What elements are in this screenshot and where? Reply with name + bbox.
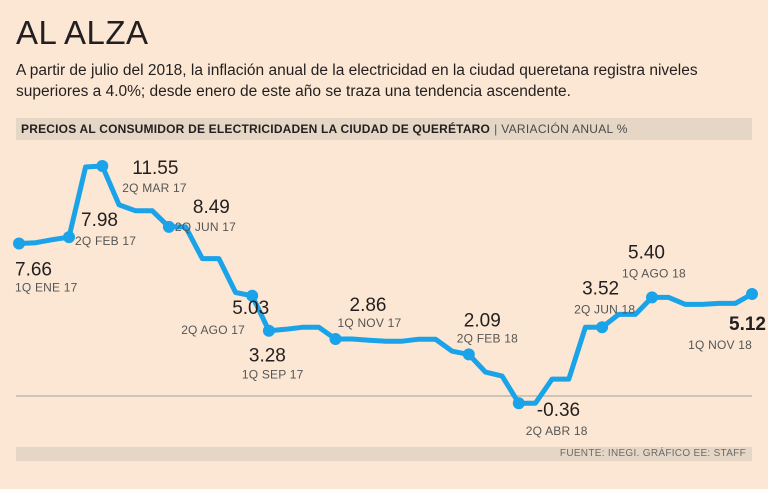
data-label-value: 11.55 <box>132 158 178 179</box>
chart-subtitle: A partir de julio del 2018, la inflación… <box>16 62 698 100</box>
footer-bar: FUENTE: INEGI. GRÁFICO EE: STAFF <box>16 447 752 461</box>
data-label-period: 1Q NOV 18 <box>688 338 752 352</box>
data-label-value: 8.49 <box>193 197 230 218</box>
data-label-period: 2Q FEB 18 <box>457 331 518 345</box>
data-point <box>96 160 109 172</box>
data-label-period: 2Q JUN 17 <box>175 220 236 234</box>
data-point <box>329 333 342 345</box>
data-label-period: 1Q SEP 17 <box>242 368 304 382</box>
data-label-period: 2Q ABR 18 <box>526 424 588 438</box>
chart-header-title: PRECIOS AL CONSUMIDOR DE ELECTRICIDADEN … <box>21 122 491 136</box>
data-label-value: 2.09 <box>464 310 501 331</box>
data-label-period: 1Q AGO 18 <box>622 266 686 280</box>
data-point <box>596 321 609 334</box>
data-label-value: 7.66 <box>15 260 52 281</box>
chart-title: AL ALZA <box>16 14 149 51</box>
data-point <box>246 289 259 302</box>
data-point <box>462 348 475 361</box>
data-point <box>63 231 75 244</box>
chart-header: PRECIOS AL CONSUMIDOR DE ELECTRICIDADEN … <box>21 122 628 136</box>
data-label-period: 2Q FEB 17 <box>75 234 136 248</box>
data-label-value: 7.98 <box>81 210 118 231</box>
data-label-value: 3.28 <box>249 346 286 367</box>
header-separator: | <box>494 122 498 136</box>
data-label-value: 5.40 <box>628 242 665 263</box>
data-point <box>646 291 658 304</box>
data-label-value: -0.36 <box>537 400 580 421</box>
data-label-period: 2Q AGO 17 <box>181 323 245 337</box>
data-label-period: 2Q MAR 17 <box>122 181 187 195</box>
data-point <box>512 397 525 410</box>
data-label-value: 3.52 <box>582 278 619 299</box>
data-point <box>262 324 275 337</box>
chart-header-bar: PRECIOS AL CONSUMIDOR DE ELECTRICIDADEN … <box>16 118 752 140</box>
data-label-period: 1Q NOV 17 <box>338 316 402 330</box>
source-note: FUENTE: INEGI. GRÁFICO EE: STAFF <box>559 448 746 459</box>
data-label-value: 5.12 <box>729 314 766 335</box>
data-label-value: 2.86 <box>350 295 387 316</box>
data-label-period: 2Q JUN 18 <box>574 302 635 316</box>
data-point <box>162 220 175 233</box>
data-label-period: 1Q ENE 17 <box>15 281 78 295</box>
data-point <box>746 288 758 300</box>
data-label-value: 5.03 <box>232 298 269 319</box>
series-line <box>16 163 755 406</box>
chart-header-unit: VARIACIÓN ANUAL % <box>501 122 628 136</box>
data-point <box>13 237 25 250</box>
